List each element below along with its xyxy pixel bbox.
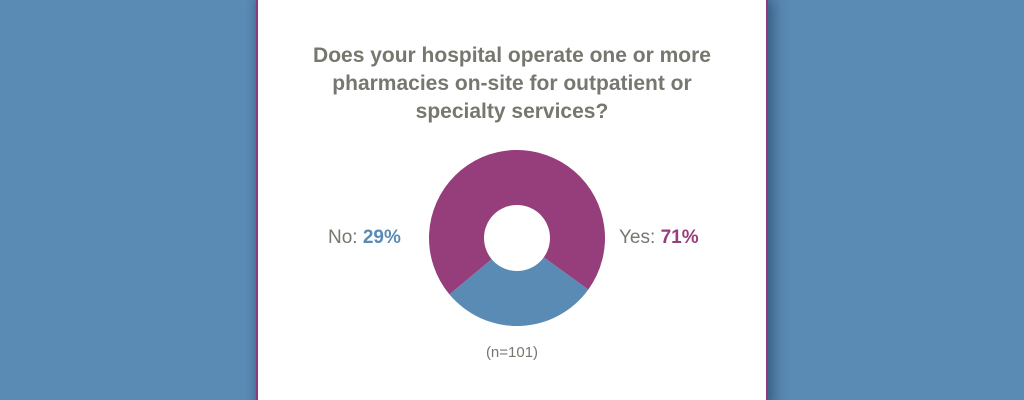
label-yes: Yes: 71% — [619, 227, 699, 249]
label-no-value: 29% — [362, 227, 401, 248]
label-yes-key: Yes: — [619, 227, 656, 248]
chart-title-line-2: pharmacies on-site for outpatient or — [332, 72, 692, 95]
sample-size-note: (n=101) — [485, 344, 539, 361]
chart-title-line-3: specialty services? — [415, 100, 609, 123]
label-yes-value: 71% — [660, 227, 699, 248]
survey-card: Does your hospital operate one or more p… — [256, 0, 768, 400]
donut-slice-no — [449, 238, 589, 327]
label-no: No: 29% — [328, 227, 401, 249]
chart-title-line-1: Does your hospital operate one or more — [313, 44, 711, 67]
donut-chart — [429, 150, 605, 327]
chart-title: Does your hospital operate one or more p… — [258, 42, 766, 126]
donut-hole — [484, 205, 550, 271]
label-no-key: No: — [328, 227, 358, 248]
